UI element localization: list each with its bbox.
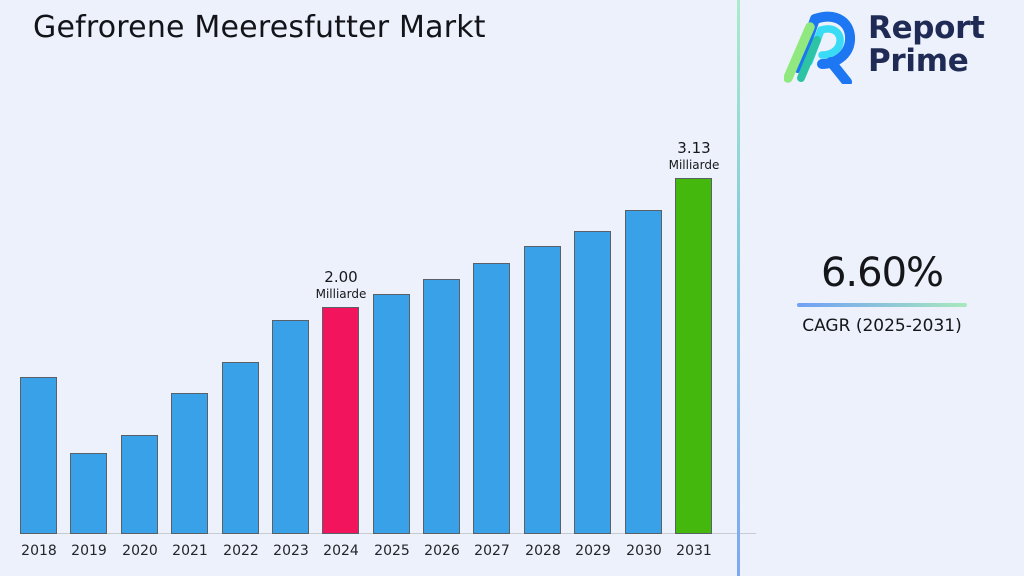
x-tick-label-2028: 2028 <box>525 543 561 559</box>
bar-2028 <box>524 246 561 534</box>
bar-slot-2018: 2018 <box>20 0 57 576</box>
bar-2031 <box>675 178 712 534</box>
annotation-unit: Milliarde <box>315 287 367 301</box>
bar-slot-2028: 2028 <box>524 0 561 576</box>
bar-2029 <box>574 231 611 534</box>
bar-slot-2029: 2029 <box>574 0 611 576</box>
report-prime-logo-text: Report Prime <box>868 12 985 78</box>
cagr-value: 6.60% <box>820 250 944 296</box>
panel-divider <box>737 0 740 576</box>
bar-slot-2022: 2022 <box>222 0 259 576</box>
x-tick-label-2031: 2031 <box>676 543 712 559</box>
bar-slot-2019: 2019 <box>70 0 107 576</box>
bar-slot-2031: 2031 3.13 Milliarde <box>669 0 720 576</box>
annotation-unit: Milliarde <box>668 158 720 172</box>
x-tick-label-2024: 2024 <box>323 543 359 559</box>
cagr-label: CAGR (2025-2031) <box>802 316 962 336</box>
bar-slot-2030: 2030 <box>625 0 662 576</box>
bar-slot-2021: 2021 <box>171 0 208 576</box>
bar-slot-2023: 2023 <box>272 0 309 576</box>
bar-2027 <box>473 263 510 534</box>
bar-2019 <box>70 453 107 534</box>
x-tick-label-2023: 2023 <box>273 543 309 559</box>
value-annotation-2031: 3.13 Milliarde <box>646 139 742 173</box>
annotation-value: 2.00 <box>324 268 358 287</box>
x-tick-label-2020: 2020 <box>122 543 158 559</box>
x-tick-label-2029: 2029 <box>575 543 611 559</box>
bar-2024 <box>322 307 359 534</box>
bar-2025 <box>373 294 410 534</box>
bar-2023 <box>272 320 309 534</box>
bar-slot-2027: 2027 <box>473 0 510 576</box>
bar-2018 <box>20 377 57 534</box>
x-tick-label-2021: 2021 <box>172 543 208 559</box>
x-tick-label-2025: 2025 <box>374 543 410 559</box>
annotation-value: 3.13 <box>677 139 711 158</box>
bar-2020 <box>121 435 158 534</box>
bar-slot-2024: 2024 2.00 Milliarde <box>316 0 367 576</box>
bar-2030 <box>625 210 662 534</box>
bar-2021 <box>171 393 208 534</box>
bar-slot-2025: 2025 <box>373 0 410 576</box>
bar-slot-2026: 2026 <box>423 0 460 576</box>
logo-text-line2: Prime <box>868 42 969 79</box>
report-prime-logo: Report Prime <box>784 6 1014 92</box>
bar-slot-2020: 2020 <box>121 0 158 576</box>
x-tick-label-2026: 2026 <box>424 543 460 559</box>
logo-text-line1: Report <box>868 10 985 46</box>
bar-2022 <box>222 362 259 534</box>
x-tick-label-2018: 2018 <box>21 543 57 559</box>
x-tick-label-2019: 2019 <box>71 543 107 559</box>
value-annotation-2024: 2.00 Milliarde <box>293 268 389 302</box>
cagr-underline <box>797 303 967 307</box>
x-tick-label-2030: 2030 <box>626 543 662 559</box>
x-tick-label-2027: 2027 <box>474 543 510 559</box>
x-tick-label-2022: 2022 <box>223 543 259 559</box>
cagr-block: 6.60% CAGR (2025-2031) <box>740 250 1024 336</box>
bar-chart: 2018 2019 2020 2021 2022 2023 2024 2.00 Milliard… <box>20 0 756 576</box>
page-title: Gefrorene Meeresfutter Markt <box>33 10 486 45</box>
report-prime-logo-icon <box>784 11 855 84</box>
bar-2026 <box>423 279 460 534</box>
